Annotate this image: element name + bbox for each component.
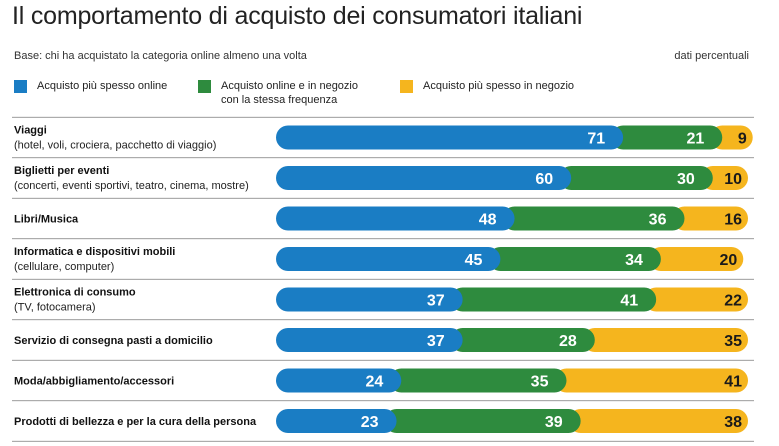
value-label-online: 24 (365, 374, 383, 391)
category-label: Elettronica di consumo (14, 287, 136, 299)
value-label-store: 10 (724, 171, 742, 188)
bar-online (276, 328, 463, 352)
legend-label-online: Acquisto più spesso online (37, 80, 168, 92)
value-label-store: 20 (719, 252, 737, 269)
value-label-both: 34 (625, 252, 643, 269)
bar-row: Viaggi (hotel, voli, crociera, pacchetto … (12, 116, 754, 152)
legend-swatch-online (14, 80, 27, 93)
bar-row: Servizio di consegna pasti a domicilio 37… (12, 319, 754, 352)
category-label: Informatica e dispositivi mobili (14, 246, 175, 258)
legend-swatch-store (400, 80, 413, 93)
category-sublabel: (TV, fotocamera) (14, 302, 96, 314)
bar-both (488, 247, 661, 271)
bar-store (644, 287, 748, 312)
chart-title: Il comportamento di acquisto dei consuma… (12, 2, 583, 30)
bar-store (710, 125, 753, 150)
value-label-store: 38 (724, 414, 742, 431)
category-label: Prodotti di bellezza e per la cura della… (14, 416, 257, 428)
category-label: Biglietti per eventi (14, 165, 109, 177)
legend-item-both: Acquisto online e in negozio con la stes… (198, 79, 358, 107)
bar-store (700, 166, 748, 190)
bar-online (276, 287, 463, 312)
bar-row: Moda/abbigliamento/accessori 24 35 41 (12, 359, 754, 393)
value-label-store: 22 (724, 293, 742, 310)
value-label-both: 41 (620, 293, 638, 310)
chart-subtitle: Base: chi ha acquistato la categoria onl… (14, 50, 307, 62)
category-sublabel: (hotel, voli, crociera, pacchetto di via… (14, 140, 216, 152)
value-label-online: 48 (479, 212, 497, 229)
legend-swatch-both (198, 80, 211, 93)
bar-store (582, 328, 748, 352)
value-label-store: 41 (724, 374, 742, 391)
bar-online (276, 368, 402, 393)
bar-row: Biglietti per eventi (concerti, eventi sp… (12, 157, 754, 192)
value-label-both: 21 (686, 131, 704, 148)
category-sublabel: (cellulare, computer) (14, 261, 114, 273)
bar-both (384, 409, 581, 433)
legend-label-store: Acquisto più spesso in negozio (423, 80, 575, 92)
category-sublabel: (concerti, eventi sportivi, teatro, cine… (14, 180, 249, 192)
category-label: Libri/Musica (14, 214, 79, 226)
bar-both (450, 328, 595, 352)
bar-both (502, 206, 685, 231)
bar-row: Prodotti di bellezza e per la cura della… (12, 400, 754, 433)
value-label-online: 45 (465, 252, 483, 269)
legend-item-online: Acquisto più spesso online (14, 79, 167, 93)
bar-store (672, 206, 748, 231)
value-label-online: 60 (535, 171, 553, 188)
value-label-online: 37 (427, 293, 445, 310)
bar-online (276, 409, 397, 433)
bar-both (559, 166, 713, 190)
bar-store (648, 247, 744, 271)
value-label-store: 9 (738, 131, 747, 148)
value-label-both: 30 (677, 171, 695, 188)
value-label-store: 16 (724, 212, 742, 229)
value-label-online: 23 (361, 414, 379, 431)
unit-label: dati percentuali (674, 50, 749, 62)
value-label-online: 37 (427, 333, 445, 350)
bar-store (568, 409, 748, 433)
bar-both (450, 287, 657, 312)
value-label-both: 28 (559, 333, 577, 350)
legend-item-store: Acquisto più spesso in negozio (400, 79, 574, 93)
category-label: Viaggi (14, 125, 47, 137)
bar-row: Informatica e dispositivi mobili (cellula… (12, 238, 754, 273)
bar-online (276, 206, 515, 231)
legend-label-both: Acquisto online e in negozio con la stes… (221, 79, 358, 107)
bar-online (276, 166, 572, 190)
value-label-online: 71 (587, 131, 605, 148)
bar-online (276, 247, 501, 271)
bar-row: Libri/Musica 48 36 16 (12, 197, 754, 231)
legend-label-both-line2: con la stessa frequenza (221, 94, 338, 106)
legend-label-both-line1: Acquisto online e in negozio (221, 80, 358, 92)
value-label-both: 35 (531, 374, 549, 391)
value-label-both: 36 (649, 212, 667, 229)
bar-both (611, 125, 723, 150)
bar-online (276, 125, 624, 150)
value-label-both: 39 (545, 414, 563, 431)
category-label: Moda/abbigliamento/accessori (14, 376, 174, 388)
category-label: Servizio di consegna pasti a domicilio (14, 335, 213, 347)
value-label-store: 35 (724, 333, 742, 350)
bar-row: Elettronica di consumo (TV, fotocamera) 37… (12, 278, 754, 314)
bar-store (554, 368, 748, 393)
bar-both (389, 368, 567, 393)
